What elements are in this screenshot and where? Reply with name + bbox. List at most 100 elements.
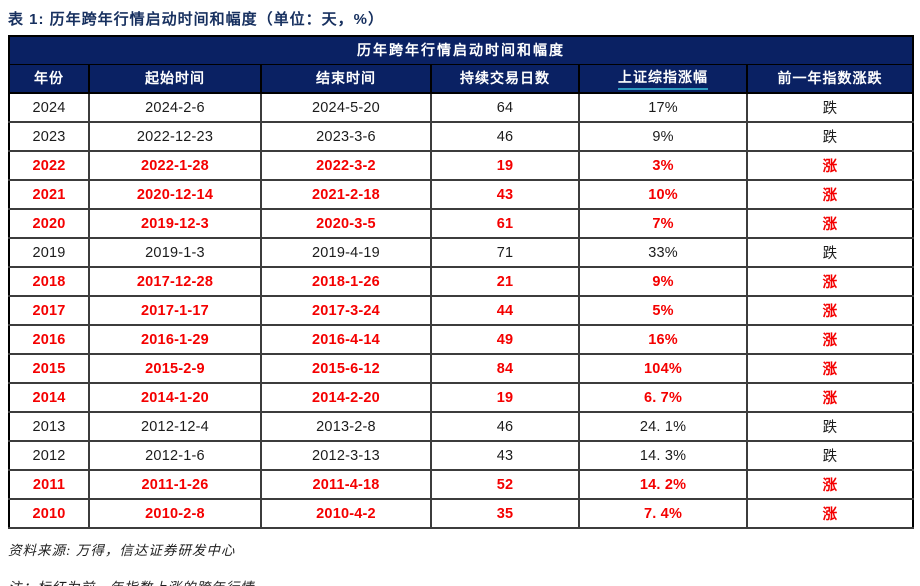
cell-start: 2017-1-17 bbox=[88, 295, 262, 326]
cell-end: 2016-4-14 bbox=[260, 324, 432, 355]
column-header-4: 上证综指涨幅 bbox=[578, 64, 747, 94]
cell-days: 19 bbox=[430, 382, 580, 413]
cell-end: 2010-4-2 bbox=[260, 498, 432, 529]
column-header-0: 年份 bbox=[9, 64, 89, 94]
cell-days: 46 bbox=[430, 411, 580, 442]
cell-year: 2023 bbox=[9, 121, 90, 152]
table-footer: 资料来源: 万得，信达证券研发中心 注：标红为前一年指数上涨的跨年行情。 bbox=[8, 529, 912, 586]
table-row: 2010 2010-2-8 2010-4-2 35 7. 4% 涨 bbox=[9, 498, 913, 529]
cell-prev: 涨 bbox=[746, 469, 913, 500]
table-row: 2011 2011-1-26 2011-4-18 52 14. 2% 涨 bbox=[9, 469, 913, 500]
cell-gain: 24. 1% bbox=[578, 411, 748, 442]
column-header-2: 结束时间 bbox=[260, 64, 431, 94]
cell-gain: 17% bbox=[578, 93, 748, 123]
cell-year: 2022 bbox=[9, 150, 90, 181]
cell-end: 2021-2-18 bbox=[260, 179, 432, 210]
cell-end: 2022-3-2 bbox=[260, 150, 432, 181]
cell-prev: 涨 bbox=[746, 353, 913, 384]
table-row: 2014 2014-1-20 2014-2-20 19 6. 7% 涨 bbox=[9, 382, 913, 413]
cell-gain: 5% bbox=[578, 295, 748, 326]
data-source-note: 资料来源: 万得，信达证券研发中心 bbox=[8, 543, 236, 558]
cell-year: 2017 bbox=[9, 295, 90, 326]
cell-prev: 跌 bbox=[746, 237, 913, 268]
cell-end: 2011-4-18 bbox=[260, 469, 432, 500]
cell-gain: 7% bbox=[578, 208, 748, 239]
table-row: 2019 2019-1-3 2019-4-19 71 33% 跌 bbox=[9, 237, 913, 268]
cell-year: 2019 bbox=[9, 237, 90, 268]
cell-start: 2019-12-3 bbox=[88, 208, 262, 239]
cell-start: 2020-12-14 bbox=[88, 179, 262, 210]
column-header-5: 前一年指数涨跌 bbox=[746, 64, 913, 94]
cell-end: 2023-3-6 bbox=[260, 121, 432, 152]
cell-end: 2015-6-12 bbox=[260, 353, 432, 384]
cell-year: 2013 bbox=[9, 411, 90, 442]
table-row: 2013 2012-12-4 2013-2-8 46 24. 1% 跌 bbox=[9, 411, 913, 442]
cell-prev: 涨 bbox=[746, 498, 913, 529]
cell-end: 2024-5-20 bbox=[260, 93, 432, 123]
cell-days: 43 bbox=[430, 440, 580, 471]
cell-start: 2011-1-26 bbox=[88, 469, 262, 500]
column-header-3: 持续交易日数 bbox=[430, 64, 579, 94]
column-header-row: 年份 起始时间 结束时间 持续交易日数 上证综指涨幅 前一年指数涨跌 bbox=[9, 64, 913, 94]
table-caption: 历年跨年行情启动时间和幅度 bbox=[9, 36, 913, 65]
cell-year: 2021 bbox=[9, 179, 90, 210]
cell-prev: 涨 bbox=[746, 150, 913, 181]
cell-end: 2013-2-8 bbox=[260, 411, 432, 442]
cell-days: 61 bbox=[430, 208, 580, 239]
cell-start: 2022-12-23 bbox=[88, 121, 262, 152]
cell-start: 2012-12-4 bbox=[88, 411, 262, 442]
cell-gain: 9% bbox=[578, 266, 748, 297]
cell-start: 2022-1-28 bbox=[88, 150, 262, 181]
table-row: 2022 2022-1-28 2022-3-2 19 3% 涨 bbox=[9, 150, 913, 181]
cell-prev: 涨 bbox=[746, 266, 913, 297]
cell-gain: 14. 2% bbox=[578, 469, 748, 500]
cell-days: 71 bbox=[430, 237, 580, 268]
cell-start: 2016-1-29 bbox=[88, 324, 262, 355]
column-header-1: 起始时间 bbox=[88, 64, 261, 94]
cell-prev: 跌 bbox=[746, 440, 913, 471]
rally-table: 历年跨年行情启动时间和幅度 年份 起始时间 结束时间 持续交易日数 上证综指涨幅 前一年指… bbox=[8, 35, 914, 529]
cell-start: 2024-2-6 bbox=[88, 93, 262, 123]
cell-gain: 33% bbox=[578, 237, 748, 268]
cell-start: 2017-12-28 bbox=[88, 266, 262, 297]
page-title: 表 1: 历年跨年行情启动时间和幅度（单位：天，%） bbox=[8, 11, 385, 28]
table-row: 2024 2024-2-6 2024-5-20 64 17% 跌 bbox=[9, 93, 913, 123]
table-row: 2015 2015-2-9 2015-6-12 84 104% 涨 bbox=[9, 353, 913, 384]
cell-gain: 7. 4% bbox=[578, 498, 748, 529]
cell-prev: 跌 bbox=[746, 93, 913, 123]
cell-prev: 涨 bbox=[746, 208, 913, 239]
cell-end: 2018-1-26 bbox=[260, 266, 432, 297]
cell-end: 2019-4-19 bbox=[260, 237, 432, 268]
table-row: 2023 2022-12-23 2023-3-6 46 9% 跌 bbox=[9, 121, 913, 152]
cell-start: 2015-2-9 bbox=[88, 353, 262, 384]
cell-start: 2010-2-8 bbox=[88, 498, 262, 529]
cell-days: 49 bbox=[430, 324, 580, 355]
cell-gain: 10% bbox=[578, 179, 748, 210]
table-row: 2021 2020-12-14 2021-2-18 43 10% 涨 bbox=[9, 179, 913, 210]
cell-year: 2011 bbox=[9, 469, 90, 500]
cell-year: 2014 bbox=[9, 382, 90, 413]
underlined-header-label: 上证综指涨幅 bbox=[618, 67, 708, 90]
cell-gain: 6. 7% bbox=[578, 382, 748, 413]
cell-year: 2024 bbox=[9, 93, 90, 123]
cell-prev: 涨 bbox=[746, 324, 913, 355]
cell-days: 21 bbox=[430, 266, 580, 297]
table-row: 2016 2016-1-29 2016-4-14 49 16% 涨 bbox=[9, 324, 913, 355]
cell-days: 19 bbox=[430, 150, 580, 181]
footnote: 注：标红为前一年指数上涨的跨年行情。 bbox=[8, 559, 912, 586]
table-row: 2020 2019-12-3 2020-3-5 61 7% 涨 bbox=[9, 208, 913, 239]
cell-gain: 9% bbox=[578, 121, 748, 152]
cell-end: 2012-3-13 bbox=[260, 440, 432, 471]
cell-year: 2012 bbox=[9, 440, 90, 471]
cell-year: 2018 bbox=[9, 266, 90, 297]
cell-start: 2019-1-3 bbox=[88, 237, 262, 268]
cell-gain: 3% bbox=[578, 150, 748, 181]
cell-prev: 涨 bbox=[746, 295, 913, 326]
cell-gain: 14. 3% bbox=[578, 440, 748, 471]
cell-year: 2015 bbox=[9, 353, 90, 384]
cell-year: 2020 bbox=[9, 208, 90, 239]
table-row: 2018 2017-12-28 2018-1-26 21 9% 涨 bbox=[9, 266, 913, 297]
cell-days: 84 bbox=[430, 353, 580, 384]
cell-gain: 16% bbox=[578, 324, 748, 355]
cell-year: 2016 bbox=[9, 324, 90, 355]
